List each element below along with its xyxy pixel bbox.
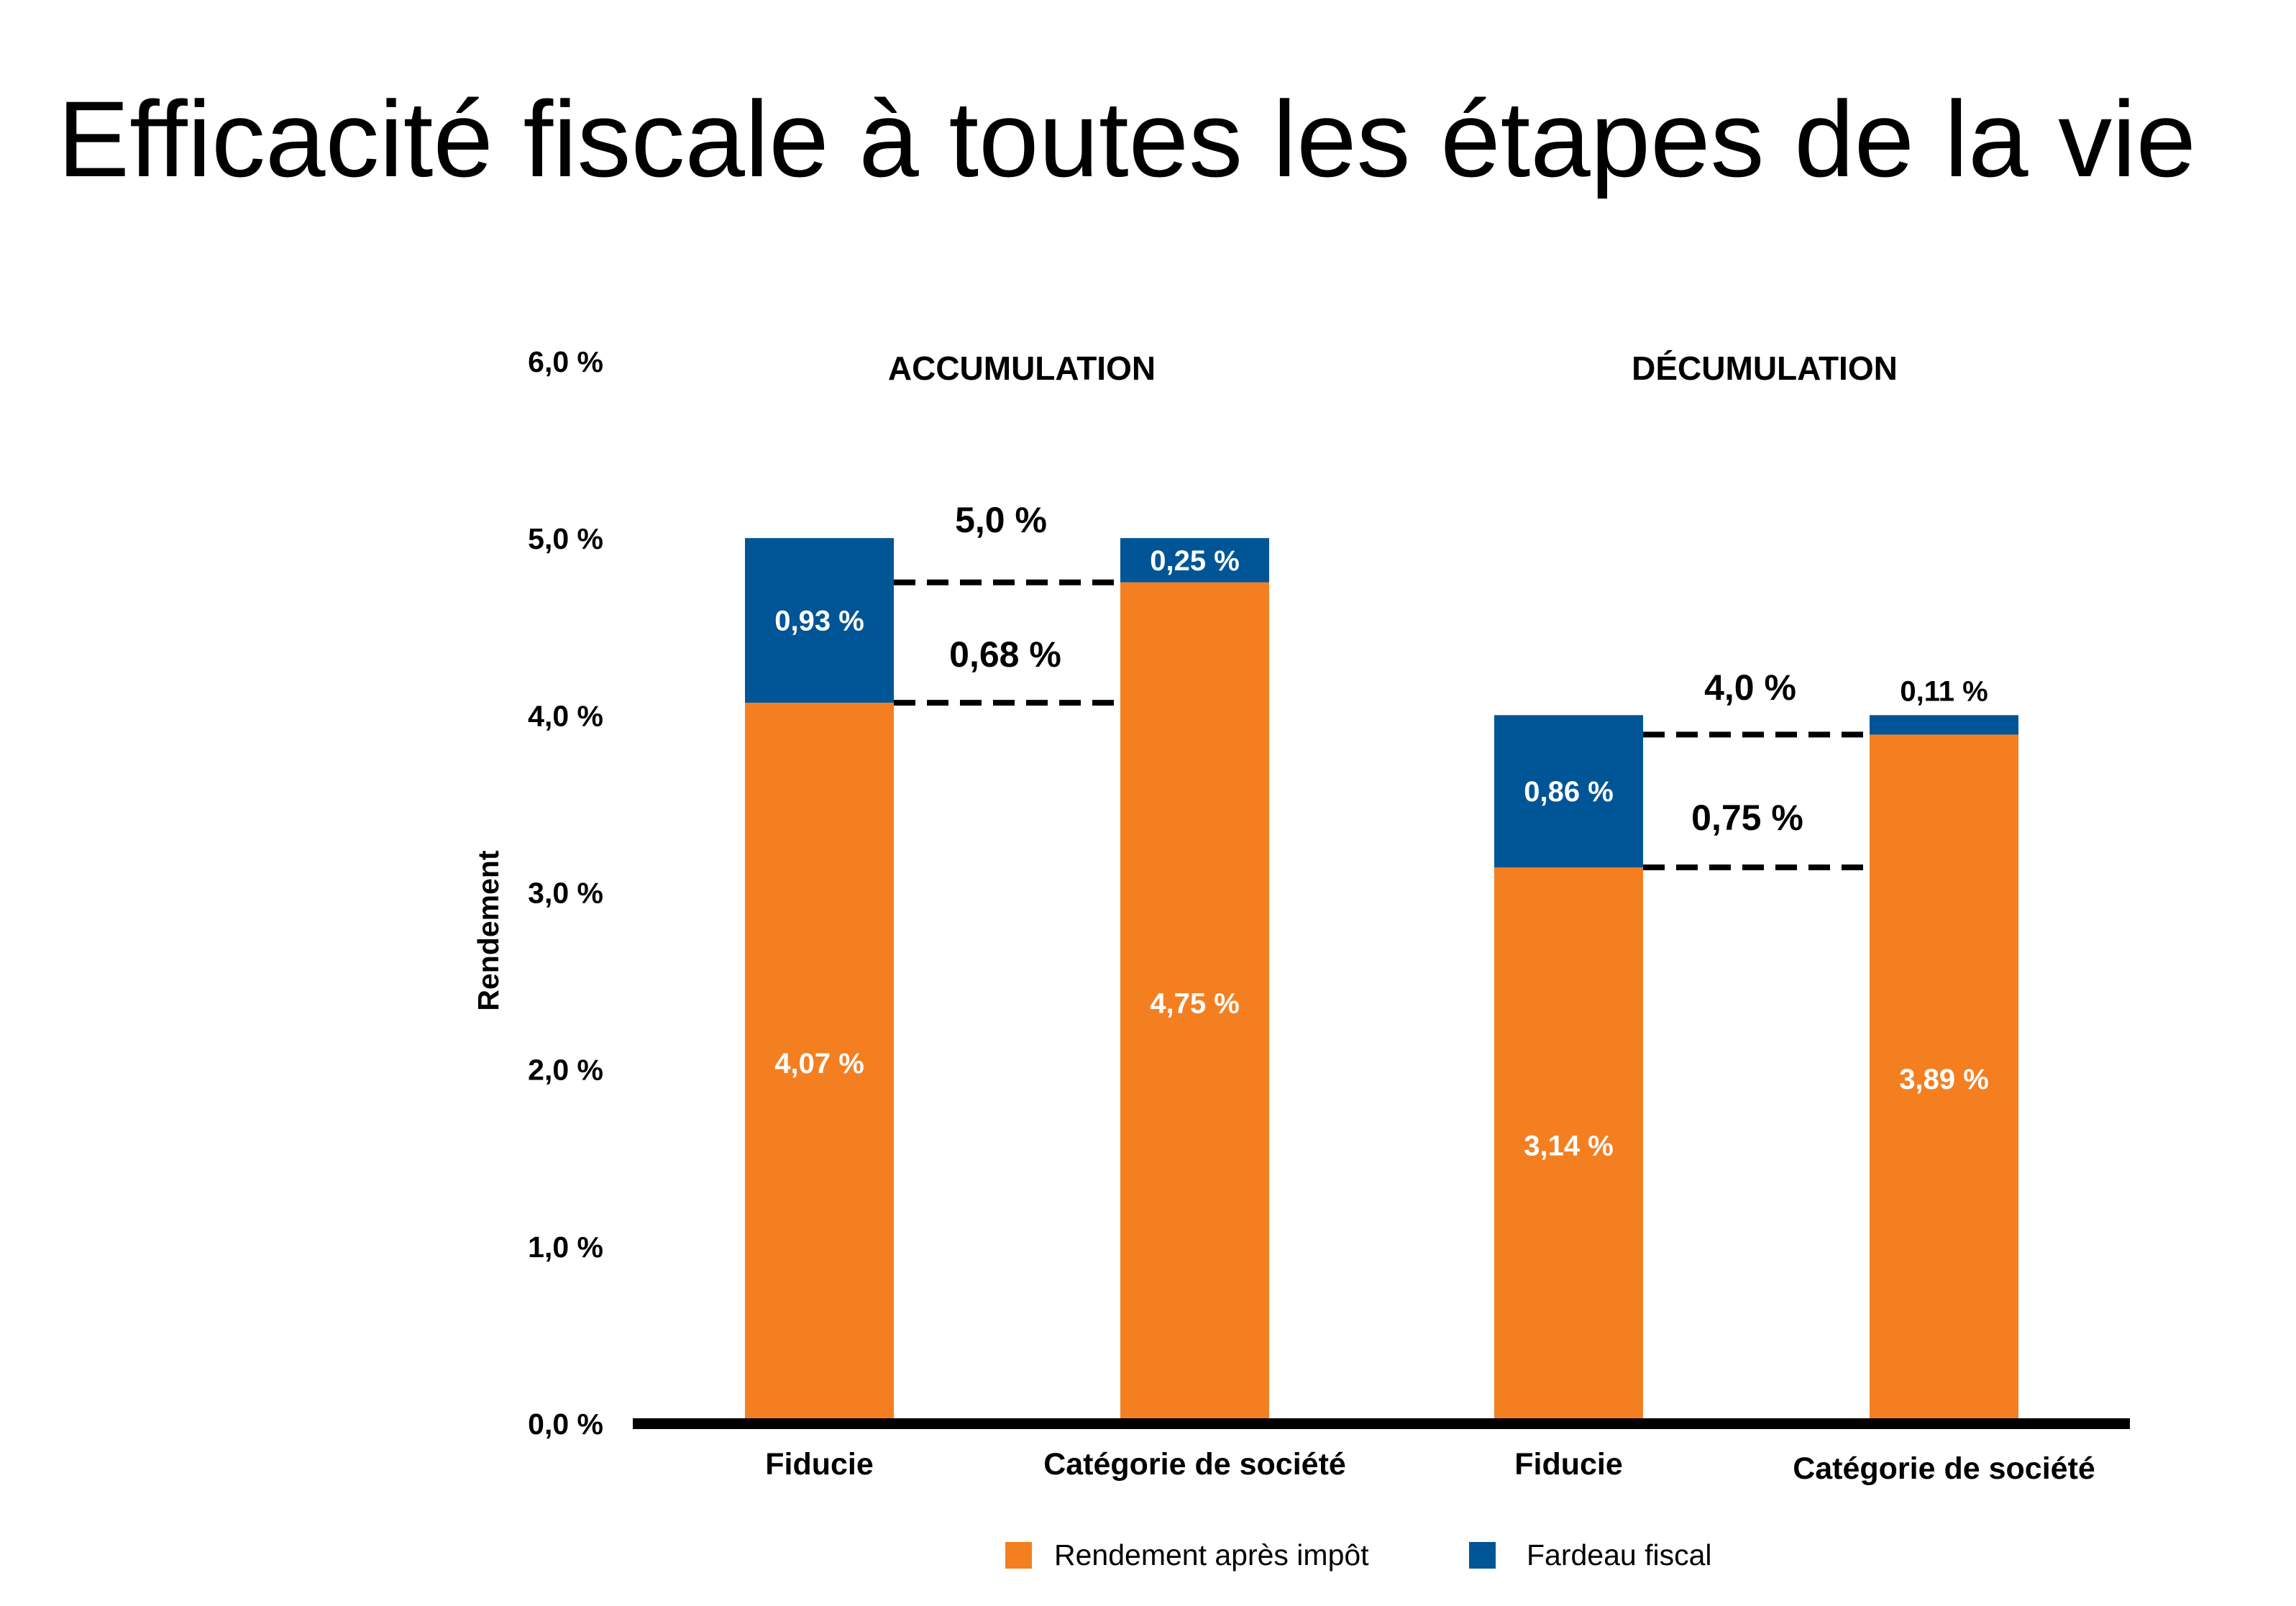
y-tick-label: 5,0 %	[528, 522, 603, 555]
x-category-label: Catégorie de société	[1793, 1451, 2095, 1486]
data-label-after-tax: 3,89 %	[1899, 1064, 1989, 1095]
x-category-label: Catégorie de société	[1043, 1447, 1346, 1482]
annotation-total-accumulation: 5,0 %	[955, 500, 1047, 540]
y-tick-label: 0,0 %	[528, 1407, 603, 1441]
data-label-tax-burden: 0,93 %	[774, 606, 864, 637]
annotation-difference-accumulation: 0,68 %	[949, 634, 1061, 675]
bar-after-tax	[1494, 867, 1643, 1423]
bar-tax-burden	[1870, 715, 2018, 735]
y-tick-label: 4,0 %	[528, 699, 603, 732]
bar-after-tax	[1120, 582, 1269, 1424]
data-label-after-tax: 4,75 %	[1150, 987, 1240, 1019]
bar-tax-burden	[1120, 538, 1269, 583]
x-category-label: Fiducie	[1514, 1447, 1623, 1482]
group-label-decumulation: DÉCUMULATION	[1632, 350, 1898, 387]
legend-swatch-tax-burden	[1469, 1542, 1496, 1569]
y-tick-label: 3,0 %	[528, 877, 603, 910]
bar-after-tax	[745, 703, 894, 1423]
chart-title: Efficacité fiscale à toutes les étapes d…	[58, 78, 2196, 199]
legend-label-after-tax: Rendement après impôt	[1054, 1538, 1369, 1571]
data-label-tax-burden: 0,25 %	[1150, 545, 1240, 577]
data-label-after-tax: 3,14 %	[1524, 1131, 1614, 1162]
data-label-after-tax: 4,07 %	[774, 1048, 864, 1080]
bar-tax-burden	[1494, 715, 1643, 868]
x-category-label: Fiducie	[765, 1447, 874, 1482]
annotation-difference-decumulation: 0,75 %	[1691, 798, 1803, 838]
bar-tax-burden	[745, 538, 894, 703]
legend-swatch-after-tax	[1005, 1542, 1032, 1569]
legend: Rendement après impôt Fardeau fiscal	[1005, 1538, 1712, 1571]
group-label-accumulation: ACCUMULATION	[888, 350, 1156, 387]
y-tick-label: 2,0 %	[528, 1054, 603, 1087]
y-tick-label: 6,0 %	[528, 345, 603, 378]
x-axis-line	[633, 1418, 2130, 1429]
y-tick-label: 1,0 %	[528, 1231, 603, 1264]
annotation-total-decumulation: 4,0 %	[1704, 667, 1796, 708]
legend-label-tax-burden: Fardeau fiscal	[1527, 1538, 1712, 1571]
y-axis-label: Rendement	[472, 850, 505, 1011]
bar-after-tax	[1870, 734, 2018, 1423]
data-label-tax-burden: 0,11 %	[1900, 675, 1988, 707]
data-label-tax-burden: 0,86 %	[1524, 776, 1614, 808]
